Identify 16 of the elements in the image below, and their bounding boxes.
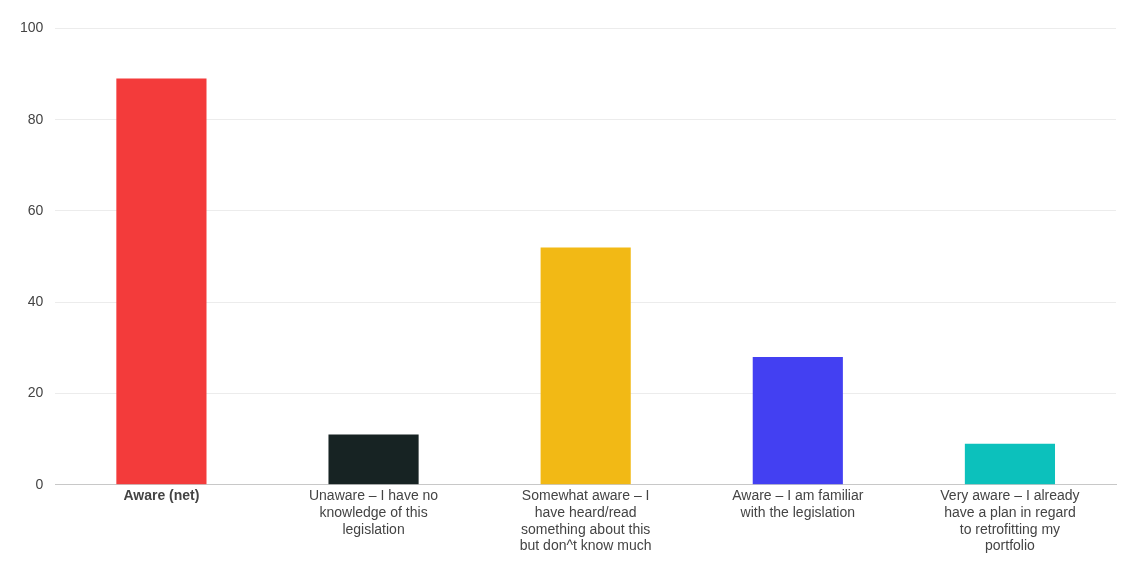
y-tick-label: 0: [35, 475, 44, 492]
bar: [752, 357, 843, 485]
x-tick-label: Somewhat aware – I have heard/read something about this but don^t know much: [519, 487, 652, 554]
x-tick-label: Aware (net): [123, 487, 200, 504]
x-tick-label: Unaware – I have no knowledge of this legislation: [308, 487, 439, 537]
y-tick-label: 40: [27, 293, 44, 310]
bar: [116, 78, 207, 485]
bar: [328, 434, 419, 485]
x-tick-label: Very aware – I already have a plan in regard to retrofitting my portfolio: [940, 487, 1080, 554]
bar: [540, 247, 631, 485]
y-tick-label: 60: [27, 201, 44, 218]
y-tick-label: 80: [27, 110, 44, 127]
bar: [964, 443, 1056, 485]
x-tick-label: Aware – I am familiar with the legislation: [732, 487, 864, 520]
y-tick-label: 100: [20, 19, 44, 36]
y-tick-label: 20: [27, 384, 44, 401]
